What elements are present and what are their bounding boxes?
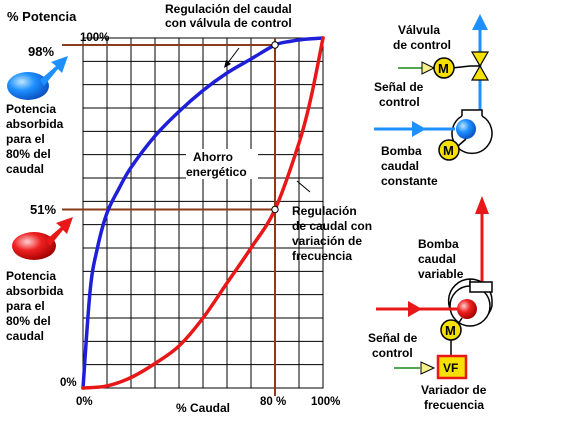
pump-motor-link-const bbox=[457, 138, 467, 147]
tick-x-100: 100% bbox=[311, 396, 340, 408]
valve-control-curve bbox=[81, 36, 325, 390]
signal-top-arrow-icon bbox=[421, 61, 436, 75]
pump-impeller-const bbox=[456, 119, 476, 139]
valve-motor-letter: M bbox=[438, 61, 449, 76]
grid-lines bbox=[83, 38, 323, 388]
tick-y-0: 0% bbox=[60, 377, 77, 389]
blue-ball-icon bbox=[7, 72, 49, 100]
vf-box-icon bbox=[436, 354, 468, 380]
control-valve-icon bbox=[470, 51, 490, 81]
pump-outlet-var bbox=[469, 281, 493, 293]
blue-arrow-icon bbox=[40, 56, 68, 86]
vf-box-letter: VF bbox=[443, 361, 458, 375]
pump-motor-const-letter: M bbox=[443, 143, 454, 158]
red-inlet-arrow-icon bbox=[408, 301, 422, 317]
variador-label: Variador de frecuencia bbox=[421, 383, 490, 412]
x-axis-title: % Caudal bbox=[176, 401, 230, 415]
frequency-variation-curve bbox=[81, 36, 325, 390]
valve-pointer-head bbox=[224, 60, 231, 68]
freq-curve-label: Regulación de caudal con variación de fr… bbox=[292, 204, 375, 263]
blue-inlet-arrow-icon bbox=[412, 121, 426, 137]
reference-lines bbox=[62, 38, 276, 396]
red-pipe-arrow-icon bbox=[475, 196, 489, 214]
marker-point-98 bbox=[271, 41, 279, 49]
tick-y-98: 98% bbox=[28, 44, 54, 59]
tick-x-80: 80 % bbox=[260, 396, 286, 408]
senal-top-label: Señal de control bbox=[374, 80, 427, 109]
potencia-bottom-label: Potencia absorbida para el 80% del cauda… bbox=[6, 269, 67, 343]
vfd-pump-diagram: M VF bbox=[376, 196, 493, 380]
chart: % Potencia % Caudal 0% 80 % 100% 0% 100%… bbox=[7, 2, 375, 415]
series-group bbox=[81, 36, 325, 390]
valve-motor-link bbox=[451, 65, 471, 69]
marker-point-51 bbox=[271, 205, 279, 214]
pump-motor-var-letter: M bbox=[445, 323, 456, 338]
valvula-label: Válvula de control bbox=[393, 23, 451, 52]
tick-x-0: 0% bbox=[76, 396, 93, 408]
power-indicator-red bbox=[12, 217, 73, 260]
markers-group bbox=[271, 41, 279, 214]
valve-pump-diagram: M M bbox=[374, 14, 493, 161]
valve-pointer bbox=[226, 47, 240, 65]
potencia-top-label: Potencia absorbida para el 80% del cauda… bbox=[6, 102, 67, 176]
valve-curve-label: Regulación del caudal con válvula de con… bbox=[165, 2, 295, 30]
blue-pipe-arrow-icon bbox=[472, 14, 488, 30]
tick-y-51: 51% bbox=[30, 202, 56, 217]
ahorro-label-bg bbox=[186, 149, 258, 179]
power-indicator-blue bbox=[7, 56, 68, 100]
senal-bottom-label: Señal de control bbox=[368, 331, 421, 360]
signal-bottom-arrow-icon bbox=[420, 361, 436, 375]
pump-impeller-var bbox=[457, 299, 477, 319]
freq-pointer bbox=[296, 180, 311, 193]
red-arrow-icon bbox=[46, 217, 73, 246]
bomba-const-label: Bomba caudal constante bbox=[381, 144, 438, 188]
y-axis-title: % Potencia bbox=[7, 9, 77, 24]
ahorro-label: Ahorro energético bbox=[186, 150, 247, 179]
tick-y-100: 100% bbox=[80, 32, 109, 44]
bomba-var-label: Bomba caudal variable bbox=[418, 237, 464, 281]
pump-motor-const-icon bbox=[438, 139, 460, 161]
red-ball-icon bbox=[12, 232, 56, 260]
